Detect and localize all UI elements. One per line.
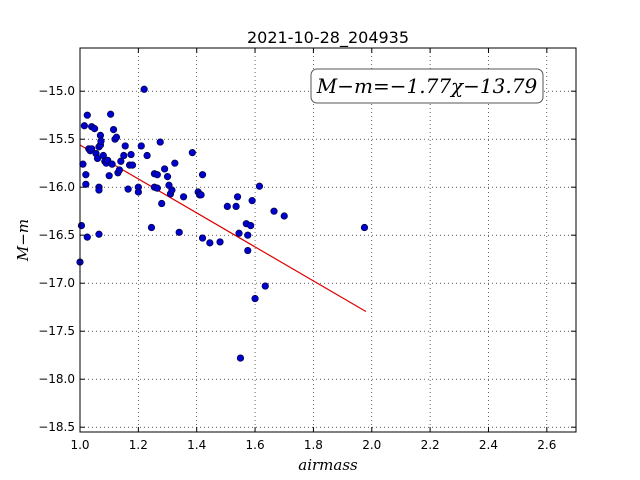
data-point	[188, 149, 196, 157]
y-tick-label: −17.0	[38, 276, 75, 290]
data-point	[158, 199, 166, 208]
data-point	[261, 282, 269, 290]
data-point	[153, 184, 161, 192]
x-tick-label: 1.0	[70, 438, 89, 452]
data-point	[270, 207, 278, 215]
chart-title: 2021-10-28_204935	[247, 28, 409, 48]
data-point	[168, 186, 176, 194]
data-point	[121, 142, 129, 150]
data-point	[83, 233, 91, 241]
data-point	[105, 172, 113, 180]
data-point	[77, 222, 86, 230]
data-point	[179, 193, 188, 201]
data-point	[244, 246, 252, 255]
data-point	[206, 239, 214, 247]
data-point	[171, 159, 179, 167]
y-tick-label: −16.0	[38, 180, 75, 194]
data-point	[82, 180, 90, 188]
data-point	[97, 137, 105, 145]
fit-line-group	[79, 144, 367, 313]
data-point	[251, 294, 259, 303]
data-point	[153, 171, 161, 179]
fit-equation: M−m=−1.77χ−13.79	[316, 74, 538, 98]
data-point	[95, 186, 103, 194]
fit-annotation: M−m=−1.77χ−13.79	[310, 68, 544, 104]
data-point	[134, 188, 142, 196]
annotation-box	[310, 68, 544, 104]
data-point	[143, 151, 151, 160]
data-point	[156, 138, 164, 146]
y-tick-label: −18.5	[38, 420, 75, 434]
data-point	[80, 122, 88, 130]
data-point	[248, 197, 256, 205]
data-point	[137, 142, 145, 150]
data-point	[90, 125, 99, 133]
y-tick-label: −15.5	[38, 132, 75, 146]
y-axis-ticks: −15.0 −15.5 −16.0 −16.5 −17.0 −17.5 −18.0 −18.5	[38, 84, 576, 434]
data-point	[95, 230, 103, 238]
data-point	[93, 154, 102, 162]
y-tick-label: −16.5	[38, 228, 75, 242]
data-point	[280, 212, 288, 220]
data-point	[112, 133, 121, 141]
data-point	[247, 222, 255, 230]
x-tick-label: 2.4	[479, 438, 498, 452]
data-point	[127, 150, 135, 159]
x-tick-label: 2.0	[362, 438, 381, 452]
y-tick-label: −15.0	[38, 84, 75, 98]
y-tick-label: −17.5	[38, 324, 75, 338]
x-tick-label: 2.2	[421, 438, 440, 452]
data-point	[233, 193, 242, 201]
data-point	[109, 126, 118, 134]
data-point	[255, 182, 264, 190]
data-point	[79, 160, 87, 168]
data-point	[140, 85, 148, 93]
data-point	[163, 173, 172, 181]
data-point	[82, 171, 90, 179]
data-point	[88, 145, 96, 153]
fit-line	[79, 144, 367, 313]
x-tick-label: 1.2	[129, 438, 148, 452]
data-point	[216, 238, 224, 246]
data-point	[83, 111, 91, 119]
data-point	[244, 231, 252, 239]
data-point	[232, 202, 240, 210]
data-point	[117, 157, 125, 165]
data-point	[198, 234, 207, 242]
y-tick-label: −18.0	[38, 372, 75, 386]
data-point	[236, 354, 245, 362]
x-axis-label: airmass	[298, 456, 358, 474]
data-points	[76, 85, 369, 362]
data-point	[147, 223, 156, 232]
data-point	[161, 165, 169, 173]
data-point	[124, 185, 132, 193]
data-point	[120, 151, 128, 160]
x-tick-label: 2.6	[537, 438, 556, 452]
data-point	[197, 191, 205, 199]
x-axis-ticks: 1.0 1.2 1.4 1.6 1.8 2.0 2.2 2.4 2.6	[70, 48, 556, 452]
data-point	[115, 166, 123, 174]
y-axis-label: M−m	[14, 219, 32, 262]
data-point	[198, 171, 207, 179]
plot-frame	[79, 47, 577, 433]
x-tick-label: 1.6	[246, 438, 265, 452]
data-point	[107, 110, 115, 118]
grid-lines	[79, 48, 576, 432]
data-point	[128, 161, 137, 169]
data-point	[108, 160, 116, 168]
x-tick-label: 1.4	[187, 438, 206, 452]
data-point	[360, 223, 369, 232]
data-point	[175, 228, 183, 236]
x-tick-label: 1.8	[304, 438, 323, 452]
data-point	[235, 229, 243, 237]
data-point	[223, 202, 231, 210]
